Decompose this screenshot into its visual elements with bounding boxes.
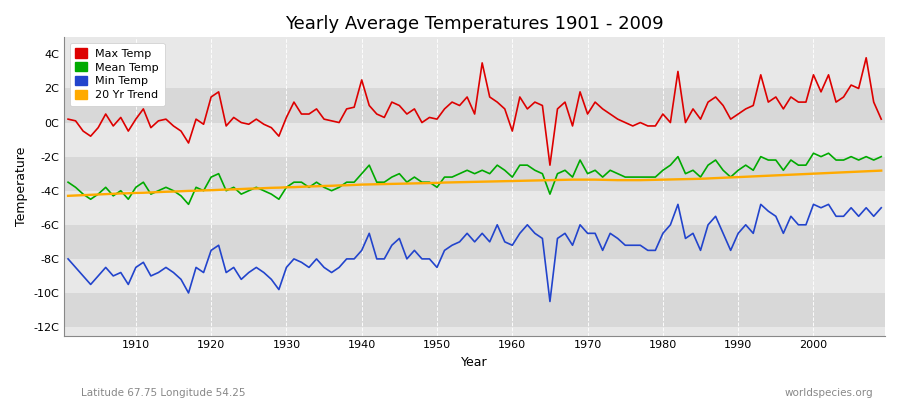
Bar: [64, 54, 885, 88]
Bar: [64, 157, 885, 191]
Text: worldspecies.org: worldspecies.org: [785, 388, 873, 398]
Bar: [64, 225, 885, 259]
Bar: [64, 88, 885, 122]
Bar: [64, 122, 885, 157]
Bar: [64, 259, 885, 293]
X-axis label: Year: Year: [462, 356, 488, 369]
Title: Yearly Average Temperatures 1901 - 2009: Yearly Average Temperatures 1901 - 2009: [285, 15, 664, 33]
Text: Latitude 67.75 Longitude 54.25: Latitude 67.75 Longitude 54.25: [81, 388, 246, 398]
Bar: [64, 191, 885, 225]
Bar: [64, 293, 885, 327]
Legend: Max Temp, Mean Temp, Min Temp, 20 Yr Trend: Max Temp, Mean Temp, Min Temp, 20 Yr Tre…: [70, 43, 165, 106]
Y-axis label: Temperature: Temperature: [15, 147, 28, 226]
